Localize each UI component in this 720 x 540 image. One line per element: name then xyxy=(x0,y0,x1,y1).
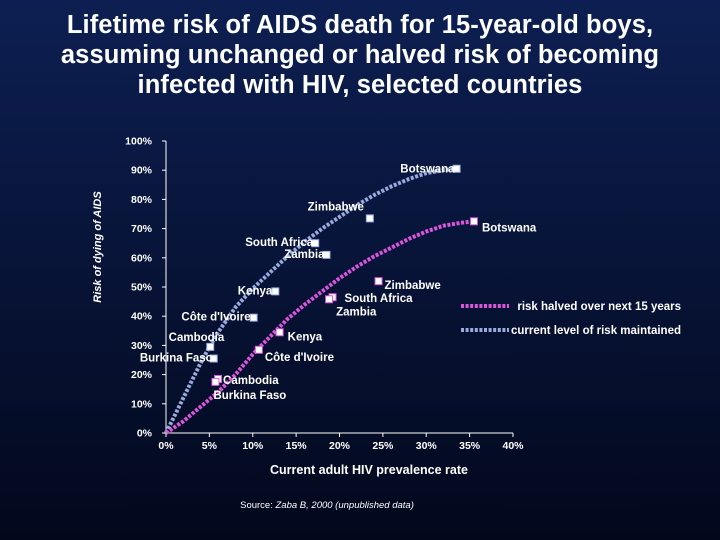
data-point-marker xyxy=(249,313,258,322)
y-tick-label: 30% xyxy=(131,340,153,352)
y-tick-label: 40% xyxy=(131,311,153,323)
data-point-label: Zimbabwe xyxy=(385,280,441,292)
data-point-marker xyxy=(275,328,284,337)
data-point-marker xyxy=(311,239,320,248)
y-tick-label: 50% xyxy=(131,282,153,294)
x-tick-label: 20% xyxy=(329,440,351,452)
legend: risk halved over next 15 years current le… xyxy=(461,301,681,337)
data-point-label: Côte d'Ivoire xyxy=(181,312,250,324)
data-point-marker xyxy=(452,164,461,173)
data-point-label: Zimbabwe xyxy=(308,201,364,213)
legend-label: risk halved over next 15 years xyxy=(517,301,681,313)
data-point-label: Kenya xyxy=(288,331,323,343)
x-tick-label: 15% xyxy=(286,440,308,452)
data-point-label: Botswana xyxy=(482,222,537,234)
data-point-marker xyxy=(325,295,334,304)
x-tick-label: 40% xyxy=(502,440,524,452)
data-point-marker xyxy=(374,277,383,286)
data-point-marker xyxy=(365,214,374,223)
data-point-marker xyxy=(322,250,331,259)
y-tick-label: 80% xyxy=(131,194,153,206)
chart-title: Lifetime risk of AIDS death for 15-year-… xyxy=(0,10,720,100)
x-tick-label: 10% xyxy=(242,440,264,452)
data-point-label: South Africa xyxy=(345,293,414,305)
series-layer xyxy=(164,164,478,435)
data-point-label: Cambodia xyxy=(169,332,225,344)
data-point-marker xyxy=(209,354,218,363)
chart-title-line-2: assuming unchanged or halved risk of bec… xyxy=(60,41,660,69)
data-point-label: Burkina Faso xyxy=(140,353,213,365)
y-tick-label: 10% xyxy=(131,398,153,410)
x-tick-label: 35% xyxy=(459,440,481,452)
x-tick-label: 30% xyxy=(416,440,438,452)
data-point-label: Zambia xyxy=(284,249,325,261)
data-point-label: Cambodia xyxy=(223,375,279,387)
data-point-marker xyxy=(469,217,478,226)
chart-title-line-3: infected with HIV, selected countries xyxy=(137,71,583,99)
chart-axes: 0% 10% 20% 30% 40% 50% 60% 70% 80% 90% 100% 0% 5% 10%… xyxy=(125,136,524,453)
data-point-marker xyxy=(271,287,280,296)
y-tick-label: 70% xyxy=(131,223,153,235)
y-tick-label: 100% xyxy=(125,136,153,148)
x-tick-label: 25% xyxy=(372,440,394,452)
data-point-marker xyxy=(206,342,215,351)
y-tick-label: 0% xyxy=(137,428,153,440)
series-line-1 xyxy=(164,166,457,434)
chart-title-line-1: Lifetime risk of AIDS death for 15-year-… xyxy=(66,11,654,39)
legend-label: current level of risk maintained xyxy=(511,325,681,337)
x-tick-label: 0% xyxy=(158,440,174,452)
data-point-label: Botswana xyxy=(400,164,455,176)
y-axis-label: Risk of dying of AIDS xyxy=(92,191,104,303)
data-point-marker xyxy=(254,345,263,354)
data-point-label: Kenya xyxy=(238,285,273,297)
data-point-label: Zambia xyxy=(336,306,377,318)
y-tick-label: 60% xyxy=(131,252,153,264)
data-point-label: Côte d'Ivoire xyxy=(265,352,334,364)
x-tick-label: 5% xyxy=(202,440,218,452)
y-tick-label: 20% xyxy=(131,369,153,381)
data-point-label: Burkina Faso xyxy=(213,390,286,402)
x-axis-label: Current adult HIV prevalence rate xyxy=(270,463,468,477)
y-tick-label: 90% xyxy=(131,165,153,177)
series-line-2 xyxy=(164,219,475,435)
data-point-marker xyxy=(211,377,220,386)
data-point-label: South Africa xyxy=(245,237,314,249)
source-prefix: Source: xyxy=(240,500,276,511)
source-note: Source: Zaba B, 2000 (unpublished data) xyxy=(0,500,654,511)
source-citation: Zaba B, 2000 (unpublished data) xyxy=(275,500,414,511)
